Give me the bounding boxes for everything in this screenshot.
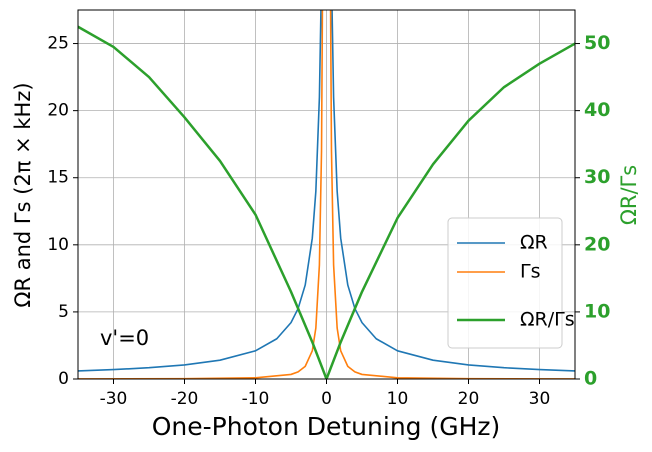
- legend-box: [447, 217, 563, 349]
- x-tick-label: -30: [100, 389, 128, 409]
- x-axis-label: One-Photon Detuning (GHz): [152, 412, 501, 441]
- series-line: [78, 10, 575, 379]
- y2-tick-label: 40: [584, 99, 610, 121]
- series-line: [78, 10, 575, 372]
- x-tick-label: 10: [387, 389, 409, 409]
- y-tick-label: 25: [47, 34, 69, 54]
- annotation: v'=0: [100, 326, 149, 350]
- legend-label: ΩR: [520, 232, 548, 254]
- y2-tick-label: 30: [584, 166, 610, 188]
- legend-label: ΩR/Γs: [520, 309, 575, 331]
- legend-label: Γs: [520, 261, 540, 283]
- y-tick-label: 5: [58, 302, 69, 322]
- x-tick-label: -20: [171, 389, 199, 409]
- y-tick-label: 20: [47, 101, 69, 121]
- y-tick-label: 10: [47, 235, 69, 255]
- legend: ΩR Γs ΩR/Γs: [447, 217, 575, 349]
- x-tick-label: 0: [321, 389, 332, 409]
- y2-axis-label: ΩR/Γs: [617, 165, 641, 225]
- y2-tick-label: 10: [584, 300, 610, 322]
- x-tick-label: 20: [458, 389, 480, 409]
- y2-tick-label: 20: [584, 233, 610, 255]
- x-tick-label: 30: [529, 389, 551, 409]
- y2-tick-label: 0: [584, 368, 597, 390]
- plot-area: [78, 10, 575, 379]
- series-line: [78, 25, 575, 379]
- y-tick-label: 15: [47, 168, 69, 188]
- y-axis-label: ΩR and Γs (2π × kHz): [11, 82, 35, 307]
- y-tick-label: 0: [58, 369, 69, 389]
- y2-tick-label: 50: [584, 32, 610, 54]
- x-tick-label: -10: [242, 389, 270, 409]
